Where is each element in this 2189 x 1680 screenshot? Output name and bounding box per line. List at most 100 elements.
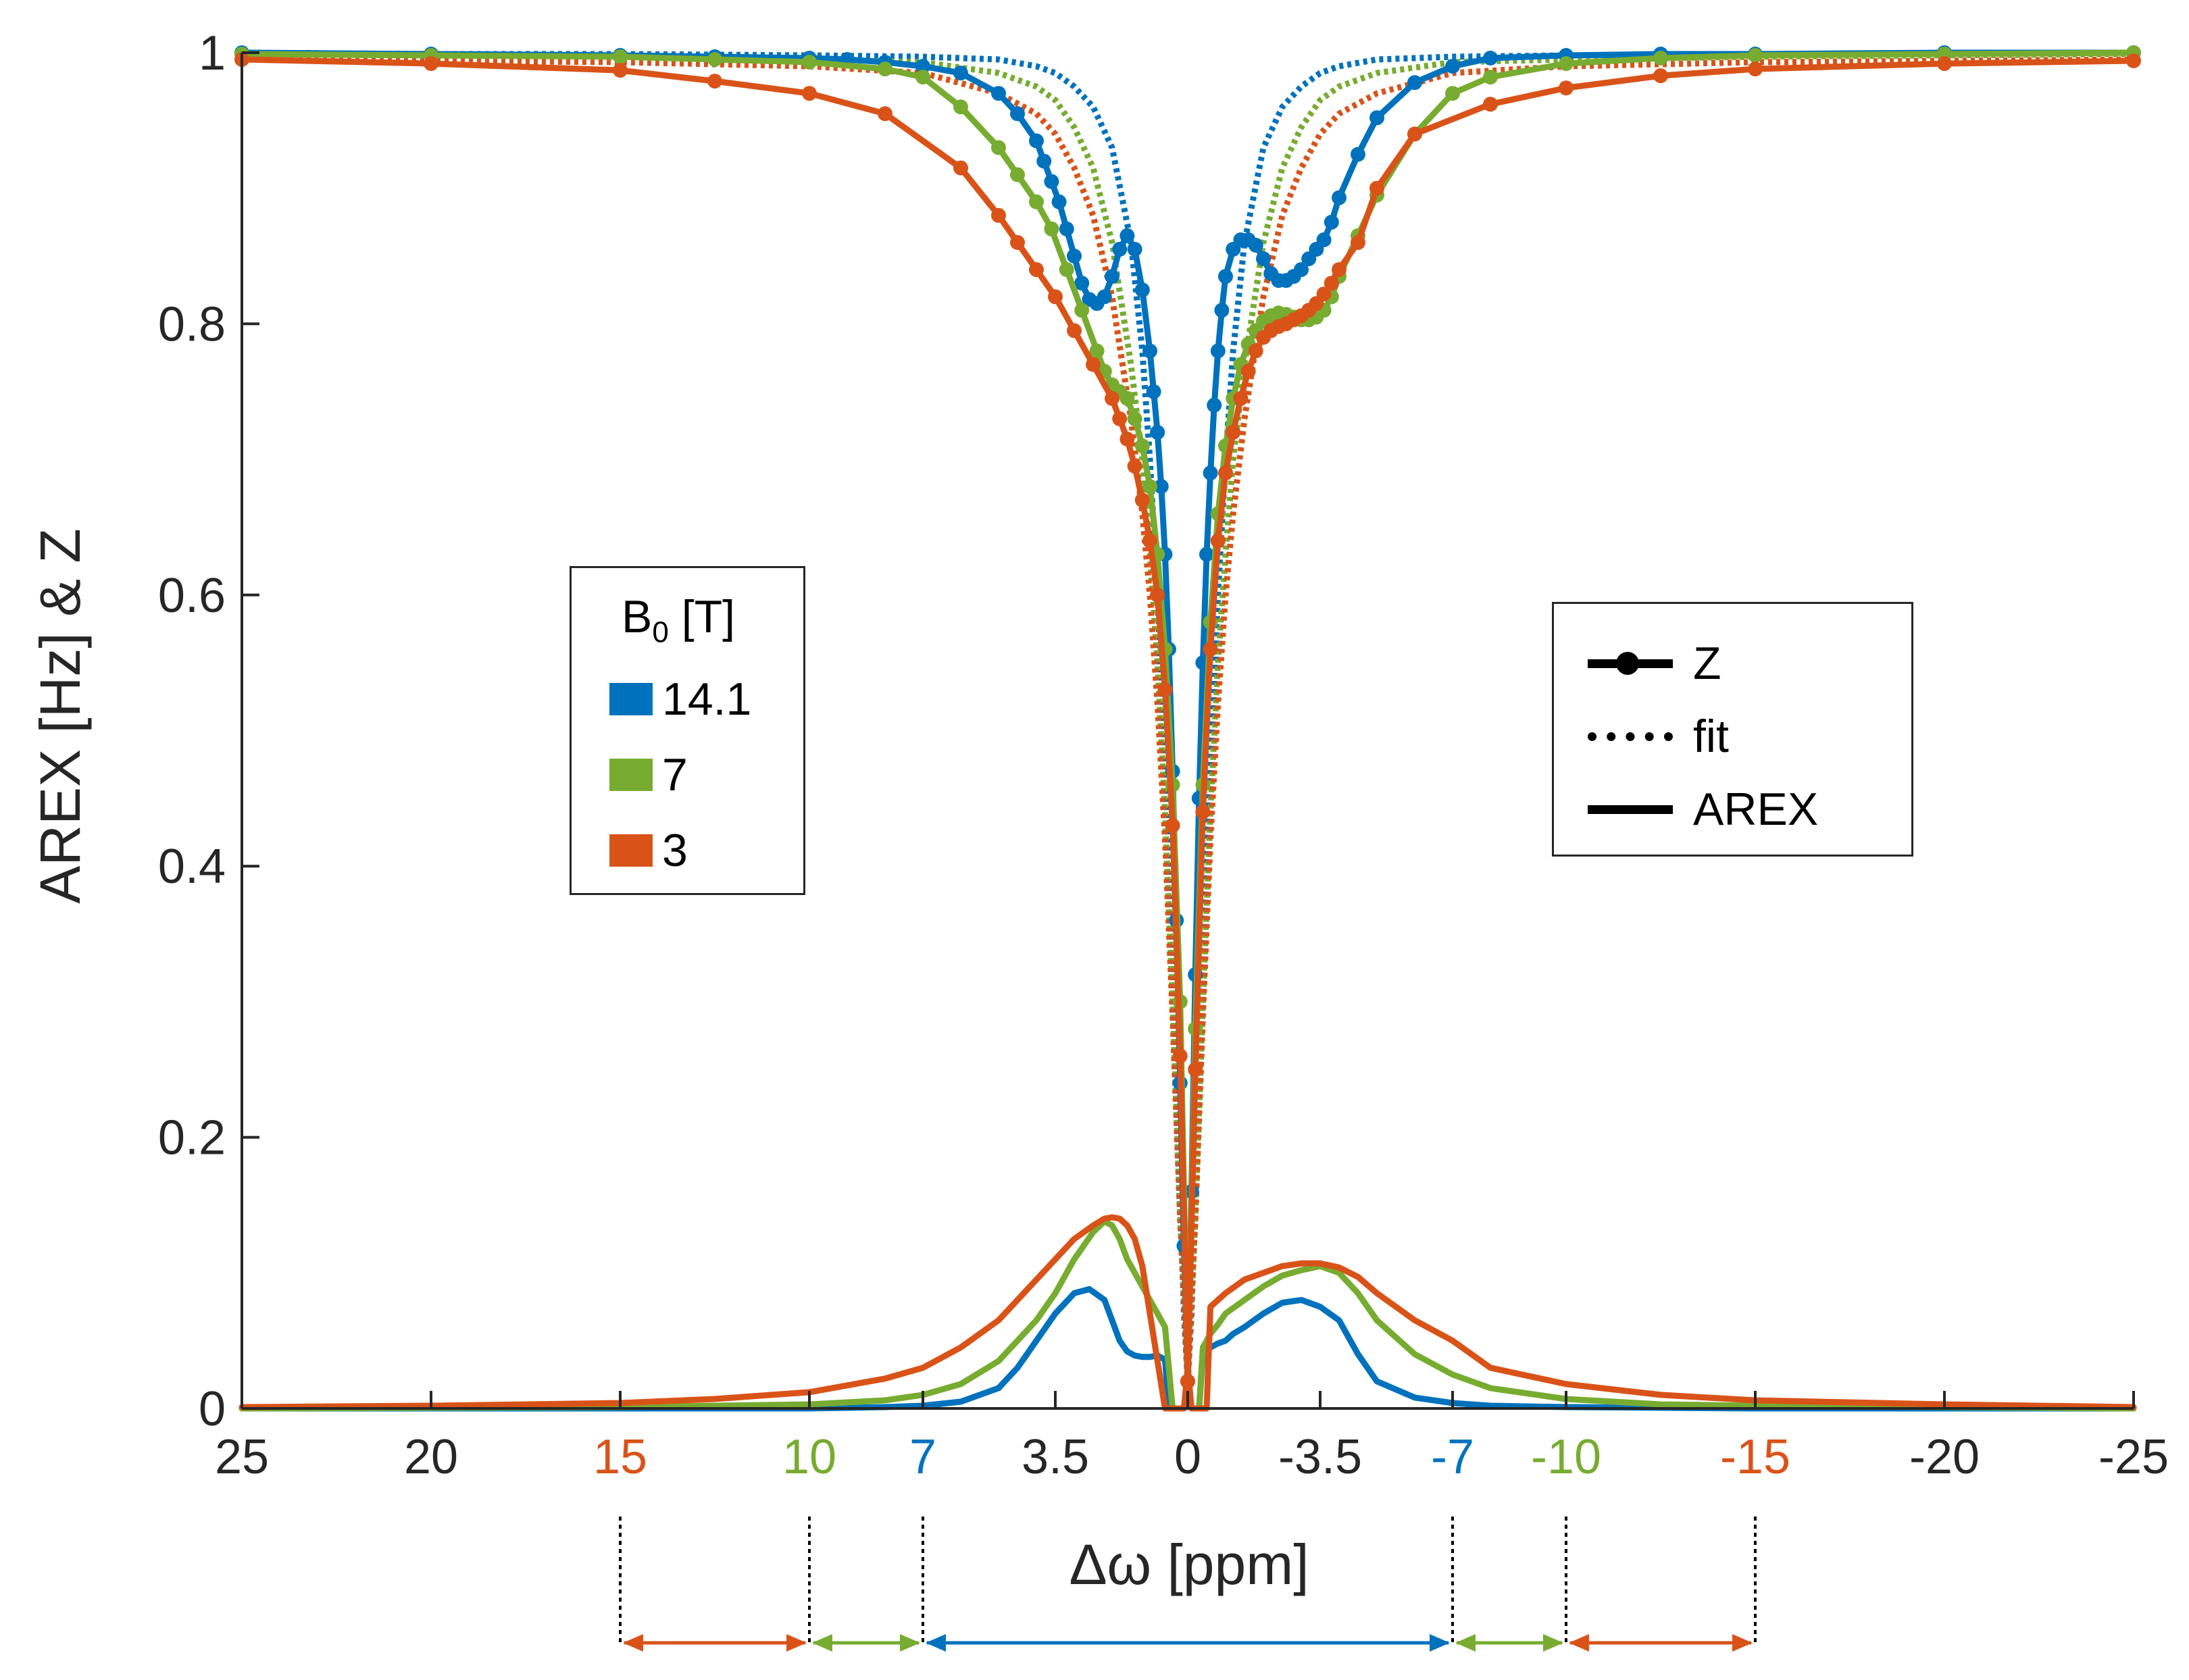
data-point (1010, 235, 1025, 250)
b0-legend-title-unit: [T] (668, 591, 736, 642)
data-point (991, 86, 1006, 101)
series-z-3 (234, 52, 2141, 1389)
data-point (1105, 269, 1119, 284)
data-point (1248, 343, 1263, 359)
data-point (1445, 86, 1460, 101)
data-point (1445, 59, 1460, 74)
data-point (1029, 262, 1044, 278)
b0-swatch-7 (609, 759, 653, 791)
data-point (1294, 262, 1309, 278)
data-point (1134, 438, 1150, 453)
style-legend-item: AREX (1588, 775, 1818, 843)
x-tick-label: 10 (782, 1430, 836, 1484)
data-point (1051, 194, 1067, 209)
x-tick-label: -3.5 (1278, 1430, 1362, 1484)
data-point (1059, 262, 1074, 278)
data-point (1226, 425, 1241, 440)
data-point (1112, 242, 1128, 257)
range-arrow-head (900, 1634, 920, 1652)
y-axis-label: AREX [Hz] & Z (28, 528, 92, 903)
b0-legend-title-subscript: 0 (652, 615, 669, 649)
x-tick-label: 20 (404, 1430, 458, 1484)
data-point (1172, 1048, 1188, 1064)
x-tick-label: 7 (909, 1430, 936, 1484)
data-point (1256, 251, 1271, 267)
style-legend-label: fit (1693, 711, 1729, 762)
data-point (1483, 97, 1498, 112)
x-tick-label: 25 (215, 1430, 269, 1484)
range-arrow (1455, 1634, 1563, 1652)
range-annotation-layer (619, 1517, 1757, 1652)
data-point (1332, 190, 1347, 205)
data-point (1165, 818, 1180, 833)
data-point (1119, 432, 1135, 447)
z-line-marker-icon (1588, 651, 1673, 675)
data-point (1029, 133, 1044, 149)
b0-swatch-3 (609, 834, 653, 867)
data-point (1112, 411, 1128, 426)
data-point (1142, 343, 1157, 359)
y-tick-label: 0.2 (158, 1111, 226, 1165)
data-point (1218, 269, 1233, 284)
data-point (953, 160, 968, 176)
data-point (802, 55, 817, 70)
x-tick-label: -15 (1720, 1430, 1790, 1484)
data-point (707, 52, 722, 67)
x-tick-label: 15 (593, 1430, 647, 1484)
data-point (1369, 110, 1384, 126)
data-point (1146, 384, 1161, 399)
x-tick-label: -7 (1431, 1430, 1474, 1484)
data-point (1010, 106, 1025, 122)
range-arrow-head (1732, 1634, 1753, 1652)
data-point (1203, 465, 1218, 481)
b0-legend-item: 7 (609, 741, 688, 809)
data-point (1199, 546, 1214, 562)
data-point (878, 106, 892, 122)
x-tick-label: 3.5 (1022, 1430, 1089, 1484)
data-point (1048, 289, 1063, 305)
data-point (878, 61, 892, 77)
line-style-legend: Z fit AREX (1552, 602, 1913, 857)
data-point (1653, 68, 1668, 84)
data-point (1188, 1062, 1203, 1077)
ticks-layer: 25 20 15 10 7 3.5 0 -3.5 -7 -10 -15 -20 -2500.20.40.… (158, 26, 2169, 1484)
range-arrow (926, 1634, 1450, 1652)
data-point (1195, 804, 1211, 819)
arex-solid-line-icon (1588, 805, 1673, 814)
range-arrow (623, 1634, 807, 1652)
data-point (1036, 153, 1052, 169)
b0-legend-title-symbol: B (622, 591, 653, 642)
data-point (1483, 70, 1498, 85)
range-arrow-head (926, 1634, 946, 1652)
data-point (1127, 242, 1142, 257)
series-layer (234, 45, 2141, 1412)
b0-swatch-14-1 (609, 683, 653, 715)
b0-legend-label: 7 (662, 749, 688, 800)
data-point (1324, 276, 1339, 291)
data-point (1074, 276, 1090, 291)
b0-legend-item: 14.1 (609, 665, 751, 733)
data-point (1369, 180, 1384, 196)
data-point (1119, 390, 1135, 406)
y-tick-label: 0 (199, 1382, 226, 1436)
data-point (1180, 1373, 1195, 1389)
data-point (613, 63, 628, 78)
data-point (1351, 235, 1365, 250)
data-point (1153, 479, 1169, 494)
data-point (1127, 411, 1142, 426)
x-tick-label: -25 (2098, 1430, 2169, 1484)
data-point (802, 86, 817, 101)
data-point (1044, 221, 1059, 236)
data-point (1127, 459, 1142, 474)
data-point (1059, 221, 1074, 236)
data-point (1233, 390, 1249, 406)
data-point (1748, 61, 1763, 77)
data-point (1937, 56, 1952, 72)
range-arrow-head (812, 1634, 832, 1652)
data-point (1044, 174, 1059, 189)
data-point (1316, 286, 1332, 302)
data-point (1097, 289, 1112, 305)
data-point (1210, 533, 1226, 549)
data-point (1134, 492, 1150, 508)
data-point (1150, 425, 1165, 440)
